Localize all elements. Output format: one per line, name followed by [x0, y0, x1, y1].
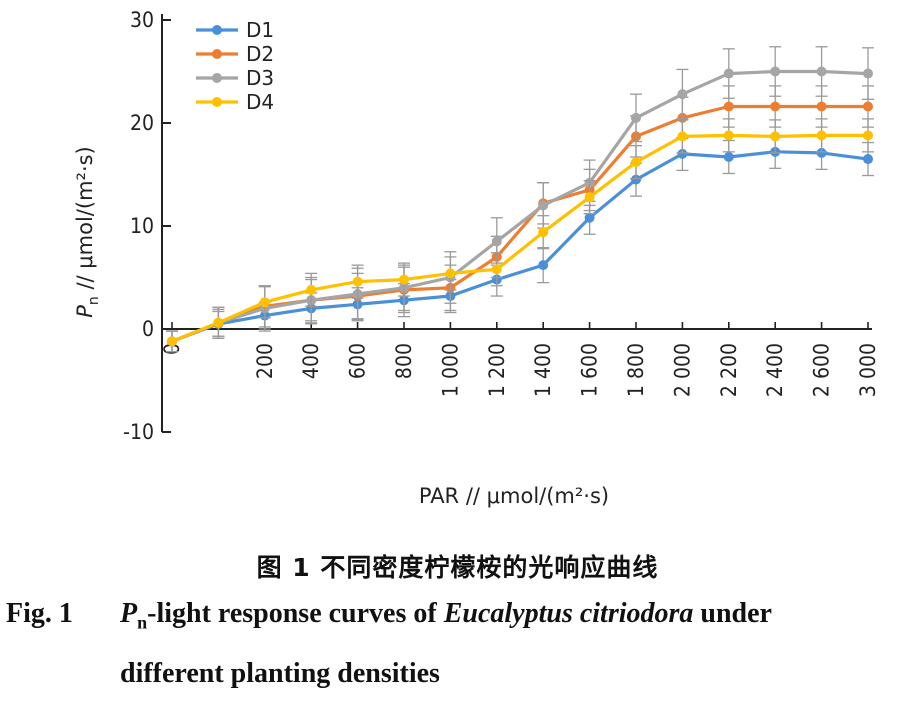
series-D2	[166, 85, 874, 353]
data-point	[816, 101, 827, 112]
data-point	[723, 130, 734, 141]
x-tick-label: 2 000	[670, 343, 694, 397]
data-point	[863, 130, 873, 141]
data-point	[631, 174, 641, 185]
series-D4	[166, 118, 874, 353]
data-point	[538, 260, 549, 271]
x-tick-label: 2 600	[810, 343, 834, 397]
legend-item-D4: D4	[196, 90, 274, 114]
legend-item-D1: D1	[196, 18, 274, 42]
data-point	[631, 112, 641, 123]
pn-symbol: P	[120, 598, 138, 629]
y-tick-label: 0	[142, 317, 154, 341]
pn-subscript: n	[137, 612, 148, 633]
legend-swatch-marker	[212, 97, 222, 107]
data-point	[816, 130, 827, 141]
data-point	[399, 274, 409, 285]
legend-swatch-marker	[212, 73, 222, 83]
figure-caption-chinese: 图 1 不同密度柠檬桉的光响应曲线	[256, 553, 659, 582]
data-point	[445, 268, 456, 279]
data-point	[584, 212, 595, 223]
data-point	[770, 131, 781, 142]
series-line	[171, 133, 868, 343]
y-tick-label: 20	[130, 111, 154, 135]
x-tick-label: 600	[346, 343, 370, 379]
legend-swatch-marker	[212, 25, 222, 35]
series-layer	[166, 46, 874, 353]
data-point	[538, 227, 549, 238]
caption-text: -light response curves of	[147, 598, 444, 629]
data-point	[306, 284, 317, 295]
data-point	[816, 147, 827, 158]
data-point	[723, 151, 734, 162]
data-point	[770, 101, 781, 112]
x-tick-label: 400	[299, 343, 323, 379]
x-tick-label: 2 400	[763, 343, 787, 397]
data-point	[631, 157, 641, 168]
data-point	[677, 89, 688, 100]
y-tick-label: 30	[130, 8, 154, 32]
y-axis-ticks: -10 0 10 20 30	[123, 8, 171, 444]
species-name: Eucalyptus citriodora	[443, 598, 694, 629]
series-line	[171, 69, 869, 343]
x-tick-label: 200	[253, 343, 277, 379]
data-point	[723, 101, 734, 112]
x-tick-label: 1 000	[438, 343, 462, 397]
x-tick-label: 1 200	[485, 343, 509, 397]
data-point	[816, 66, 827, 77]
data-point	[584, 192, 595, 203]
y-tick-label: -10	[123, 420, 154, 444]
series-D1	[166, 134, 874, 353]
x-tick-label: 3 000	[856, 343, 880, 397]
data-point	[538, 200, 549, 211]
legend-label: D4	[246, 90, 274, 114]
data-point	[213, 317, 224, 328]
caption-text-end: under	[693, 598, 772, 629]
data-point	[259, 297, 270, 308]
axes	[161, 14, 872, 432]
legend-label: D3	[246, 66, 274, 90]
figure-caption-english-line2: different planting densities	[120, 658, 440, 689]
data-point	[770, 66, 781, 77]
data-point	[677, 148, 688, 159]
figure-label: Fig. 1	[6, 598, 73, 629]
y-axis-title: Pn // μmol/(m²·s)	[73, 146, 102, 318]
legend-swatch-marker	[212, 49, 222, 59]
x-axis-ticks: 0 200 400 600 800 1 000 1 200 1 400 1 600 1 800 2 …	[160, 322, 880, 397]
legend-label: D2	[246, 42, 274, 66]
series-line	[171, 150, 869, 343]
data-point	[723, 68, 734, 79]
x-tick-label: 1 800	[624, 343, 648, 397]
data-point	[863, 68, 873, 79]
data-point	[352, 276, 363, 287]
data-point	[491, 236, 502, 247]
x-tick-label: 1 400	[531, 343, 555, 397]
x-tick-label: 2 200	[717, 343, 741, 397]
data-point	[863, 154, 873, 165]
data-point	[491, 264, 502, 275]
x-tick-label: 800	[392, 343, 416, 379]
legend-item-D3: D3	[196, 66, 274, 90]
data-point	[167, 336, 177, 347]
figure-caption-english-line1: Fig. 1 Pn-light response curves of Eucaly…	[6, 598, 915, 634]
chart-svg: -10 0 10 20 30 0 200 400 600 800 1 000 1 200 1 400 1…	[73, 8, 880, 508]
data-point	[677, 131, 688, 142]
x-tick-label: 1 600	[578, 343, 602, 397]
legend-label: D1	[246, 18, 274, 42]
data-point	[863, 101, 873, 112]
legend-item-D2: D2	[196, 42, 274, 66]
y-tick-label: 10	[130, 214, 154, 238]
x-axis-title: PAR // μmol/(m²·s)	[419, 484, 609, 508]
